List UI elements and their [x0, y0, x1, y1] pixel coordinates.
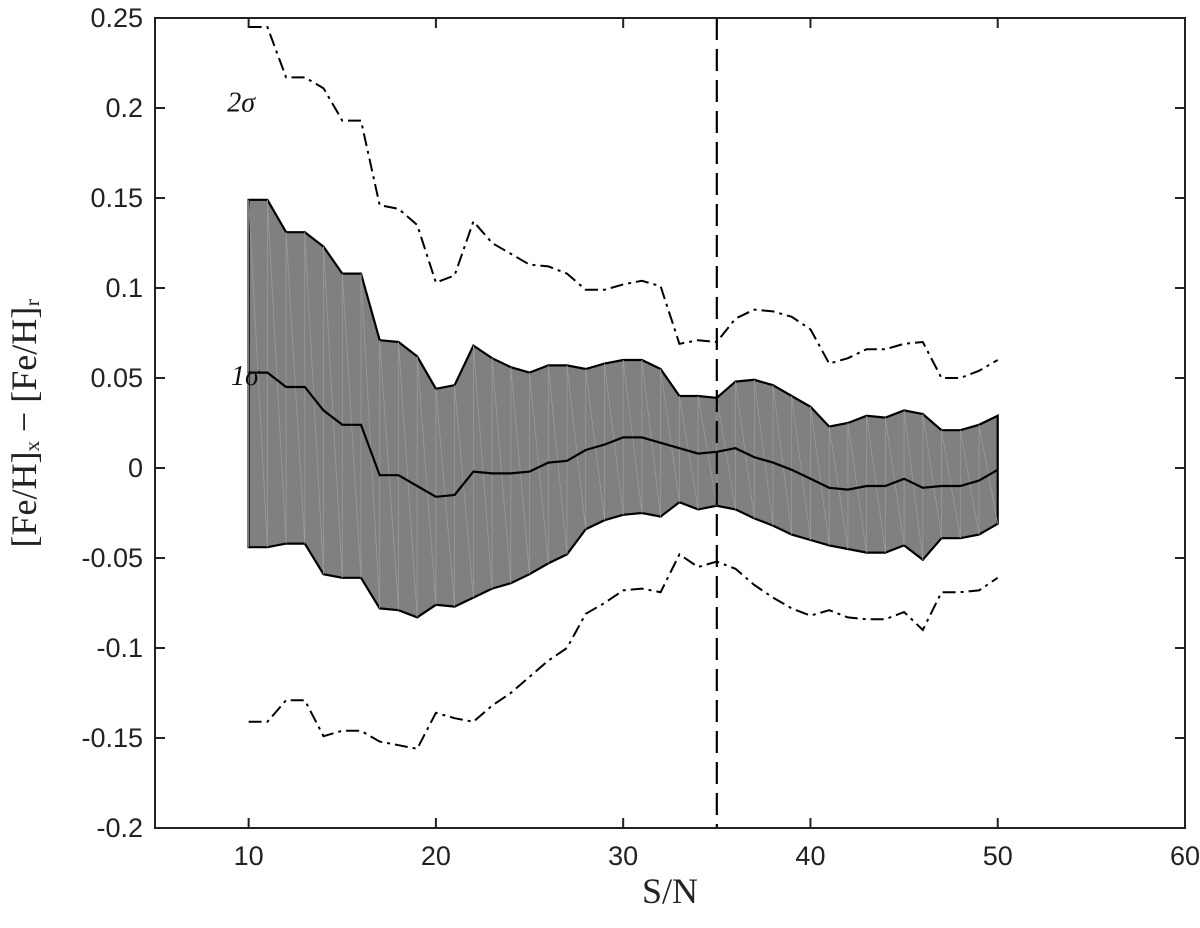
y-tick-label: 0.25 — [90, 3, 143, 33]
annotations: 2σ 1σ — [227, 88, 260, 393]
x-tick-label: 10 — [234, 841, 264, 871]
x-tick-label: 40 — [795, 841, 825, 871]
axes — [154, 17, 1186, 829]
two-sigma-upper-line — [248, 26, 999, 379]
series-lines-layer — [248, 18, 999, 828]
y-tick-label: 0.05 — [90, 363, 143, 393]
sigma-annotation: 1σ — [231, 361, 260, 392]
mean-line — [248, 371, 999, 498]
y-tick-label: 0.1 — [105, 273, 143, 303]
x-tick-label: 20 — [421, 841, 451, 871]
y-tick-label: 0.15 — [90, 183, 143, 213]
y-tick-label: 0 — [128, 453, 143, 483]
plot-frame — [154, 17, 1186, 829]
x-axis-label: S/N — [642, 871, 698, 911]
y-tick-label: -0.05 — [81, 543, 143, 573]
two-sigma-lower-line — [248, 552, 999, 750]
y-tick-label: -0.2 — [96, 813, 143, 843]
y-tick-label: -0.15 — [81, 723, 143, 753]
sigma-annotation: 2σ — [227, 88, 256, 119]
y-axis-label: [Fe/H]ₓ − [Fe/H]ᵣ — [4, 299, 44, 548]
band-mesh — [248, 199, 999, 618]
tick-labels: 10 20 30 40 50 60 -0.2 -0.15 -0.1 -0.05 0 0.05 0.1 0.… — [81, 3, 1200, 871]
y-tick-label: -0.1 — [96, 633, 143, 663]
y-tick-label: 0.2 — [105, 93, 143, 123]
x-tick-label: 50 — [983, 841, 1013, 871]
x-tick-label: 30 — [608, 841, 638, 871]
one-sigma-band-layer — [247, 198, 999, 619]
x-tick-label: 60 — [1170, 841, 1200, 871]
